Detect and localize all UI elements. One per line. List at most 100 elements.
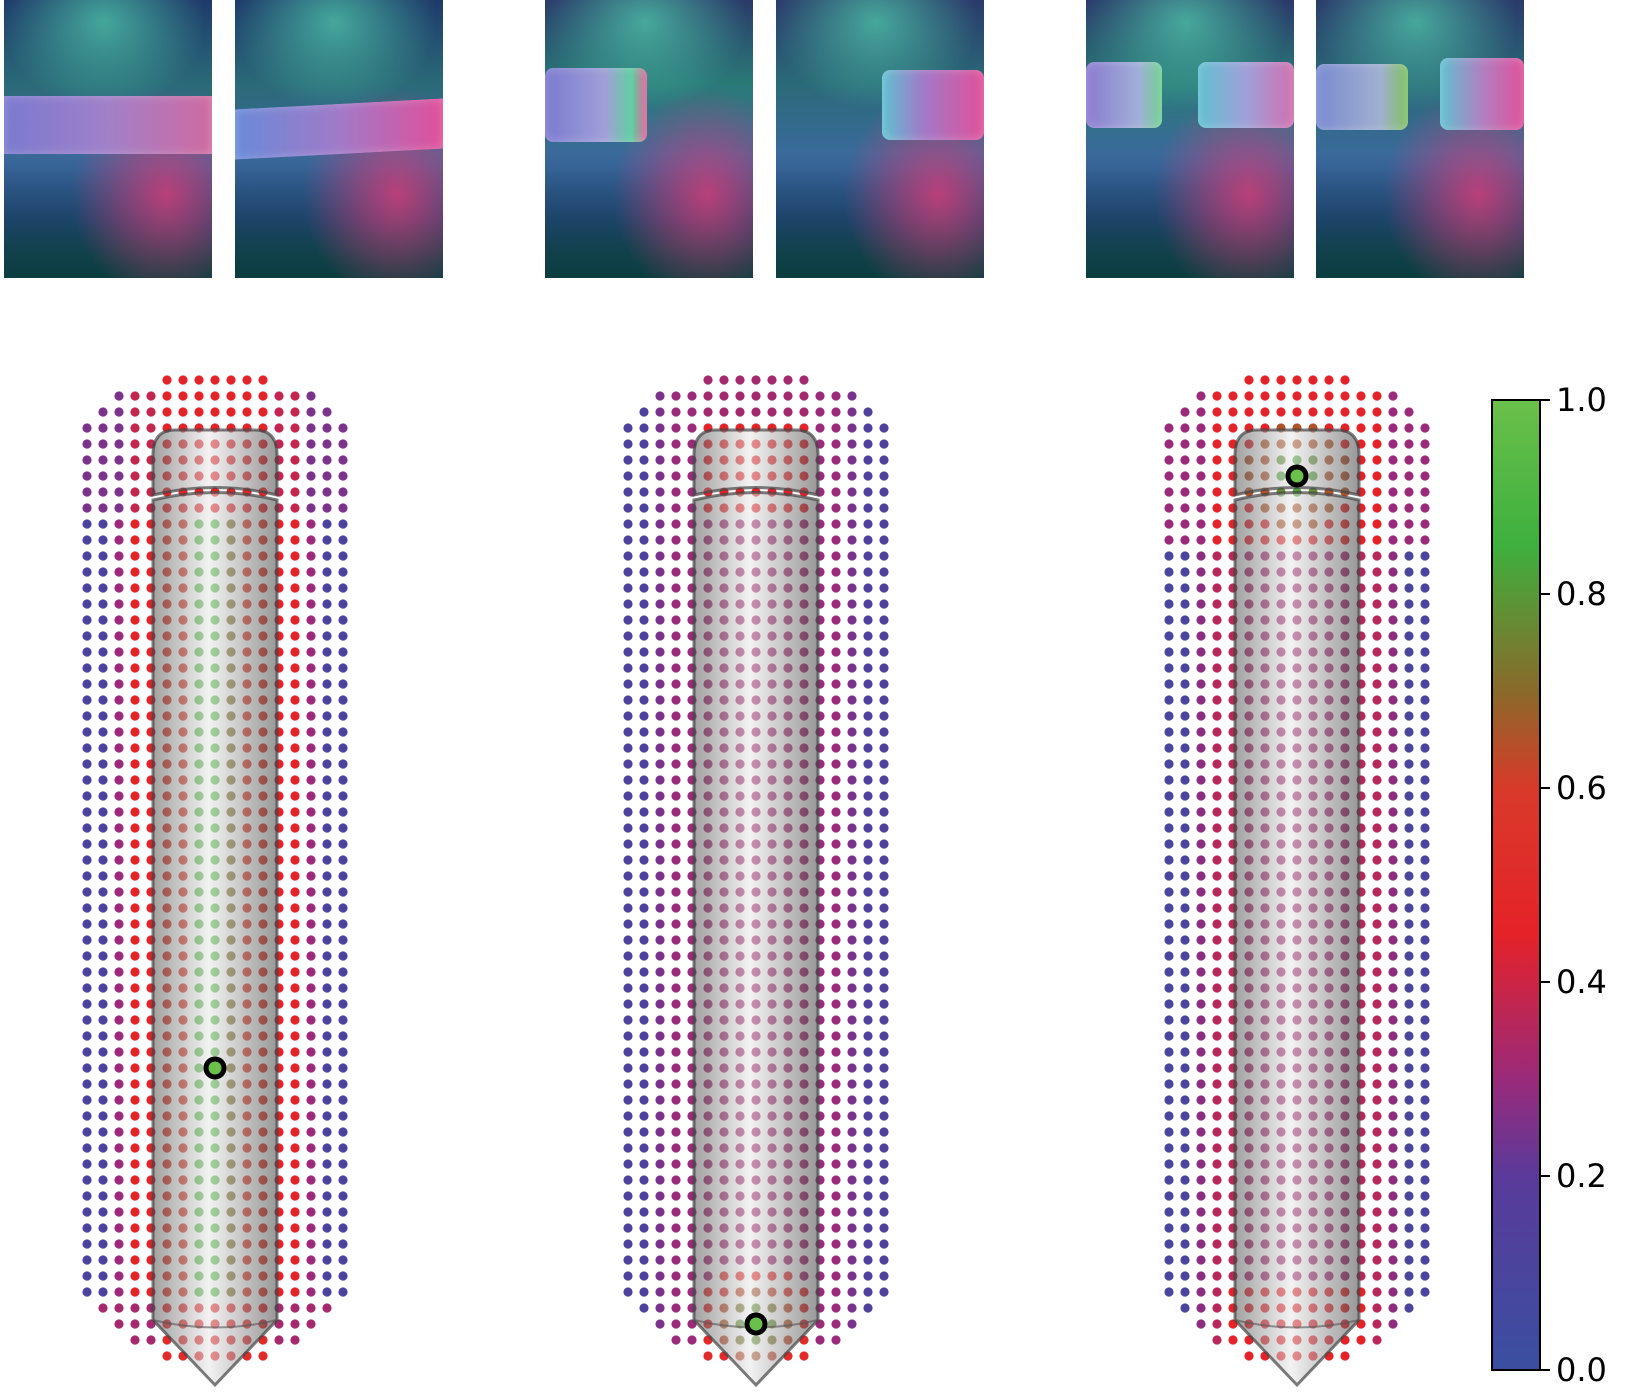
probability-dot: [799, 375, 809, 385]
map-3-object-outline: [1233, 428, 1361, 1388]
probability-dot: [322, 1159, 332, 1169]
probability-dot: [639, 839, 649, 849]
probability-dot: [1372, 1143, 1382, 1153]
probability-dot: [98, 487, 108, 497]
probability-dot: [290, 775, 300, 785]
probability-dot: [1404, 1303, 1414, 1313]
probability-dot: [863, 631, 873, 641]
probability-dot: [322, 903, 332, 913]
probability-dot: [879, 535, 889, 545]
probability-dot: [322, 1287, 332, 1297]
probability-dot: [671, 391, 681, 401]
probability-dot: [114, 1287, 124, 1297]
probability-dot: [719, 375, 729, 385]
probability-dot: [623, 967, 633, 977]
probability-dot: [290, 855, 300, 865]
probability-dot: [655, 1303, 665, 1313]
probability-dot: [114, 871, 124, 881]
probability-dot: [114, 455, 124, 465]
probability-dot: [1180, 823, 1190, 833]
probability-dot: [1420, 807, 1430, 817]
probability-dot: [671, 407, 681, 417]
probability-dot: [322, 1271, 332, 1281]
probability-dot: [831, 455, 841, 465]
probability-dot: [1196, 439, 1206, 449]
probability-dot: [114, 1095, 124, 1105]
probability-dot: [1404, 567, 1414, 577]
probability-dot: [1212, 999, 1222, 1009]
probability-dot: [831, 823, 841, 833]
probability-dot: [623, 999, 633, 1009]
probability-dot: [639, 919, 649, 929]
probability-dot: [1212, 919, 1222, 929]
probability-dot: [1196, 1111, 1206, 1121]
probability-dot: [1388, 1175, 1398, 1185]
probability-dot: [1164, 455, 1174, 465]
probability-dot: [1420, 727, 1430, 737]
probability-dot: [290, 839, 300, 849]
probability-dot: [306, 1095, 316, 1105]
probability-dot: [1308, 375, 1318, 385]
probability-dot: [1180, 727, 1190, 737]
probability-dot: [735, 407, 745, 417]
probability-dot: [623, 887, 633, 897]
probability-dot: [258, 1351, 268, 1361]
map-2-object-outline: [692, 428, 820, 1388]
probability-dot: [1180, 1127, 1190, 1137]
probability-dot: [322, 439, 332, 449]
probability-dot: [290, 743, 300, 753]
probability-dot: [98, 903, 108, 913]
probability-dot: [831, 1127, 841, 1137]
probability-dot: [1212, 951, 1222, 961]
probability-dot: [306, 1159, 316, 1169]
probability-dot: [1196, 551, 1206, 561]
probability-dot: [1388, 1111, 1398, 1121]
probability-dot: [306, 487, 316, 497]
probability-dot: [130, 1239, 140, 1249]
probability-dot: [130, 407, 140, 417]
probability-dot: [258, 407, 268, 417]
probability-dot: [1420, 423, 1430, 433]
probability-dot: [322, 887, 332, 897]
probability-dot: [1388, 711, 1398, 721]
probability-dot: [1196, 727, 1206, 737]
probability-dot: [1420, 903, 1430, 913]
probability-dot: [863, 999, 873, 1009]
probability-dot: [831, 983, 841, 993]
probability-dot: [655, 951, 665, 961]
probability-dot: [82, 583, 92, 593]
probability-dot: [1180, 743, 1190, 753]
probability-dot: [290, 535, 300, 545]
probability-dot: [98, 631, 108, 641]
probability-dot: [847, 695, 857, 705]
probability-dot: [831, 903, 841, 913]
probability-dot: [1292, 375, 1302, 385]
tactile-image-pair1-right: [235, 0, 443, 278]
probability-dot: [1372, 823, 1382, 833]
probability-dot: [98, 1047, 108, 1057]
probability-dot: [82, 455, 92, 465]
probability-dot: [863, 887, 873, 897]
probability-dot: [623, 1111, 633, 1121]
probability-dot: [1196, 919, 1206, 929]
probability-dot: [863, 1223, 873, 1233]
probability-dot: [1420, 1239, 1430, 1249]
probability-dot: [322, 983, 332, 993]
probability-dot: [879, 647, 889, 657]
probability-dot: [831, 1111, 841, 1121]
probability-dot: [1212, 679, 1222, 689]
probability-dot: [655, 919, 665, 929]
probability-dot: [1420, 695, 1430, 705]
probability-dot: [863, 487, 873, 497]
probability-dot: [290, 871, 300, 881]
probability-dot: [655, 711, 665, 721]
probability-dot: [879, 631, 889, 641]
probability-dot: [639, 1047, 649, 1057]
probability-dot: [831, 631, 841, 641]
probability-dot: [1196, 1271, 1206, 1281]
probability-dot: [98, 567, 108, 577]
probability-dot: [1420, 567, 1430, 577]
probability-dot: [655, 599, 665, 609]
probability-dot: [1212, 775, 1222, 785]
probability-dot: [290, 1031, 300, 1041]
